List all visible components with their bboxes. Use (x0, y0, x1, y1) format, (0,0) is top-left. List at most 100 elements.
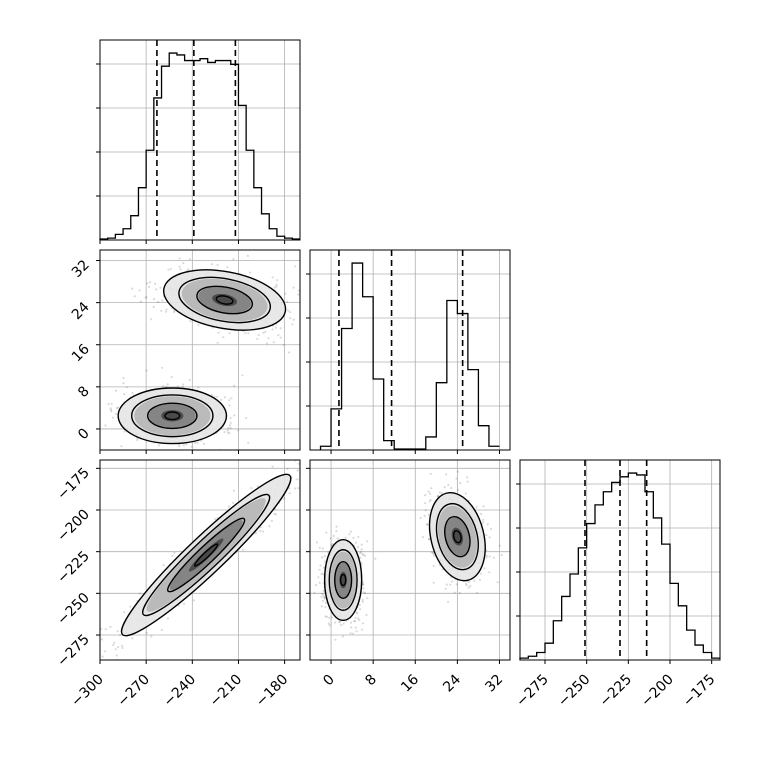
panel-02-cluster-0-point (256, 485, 259, 488)
panel-01-cluster-1-point (133, 295, 136, 298)
panel-12-cluster-1-point (447, 483, 450, 487)
panel-12-cluster-0-point (361, 600, 364, 603)
panel-01-cluster-0-point (228, 424, 231, 427)
panel-12-cluster-0-point (318, 546, 321, 549)
panel-12-cluster-0-point (363, 554, 366, 557)
panel-12-cluster-0-point (327, 622, 330, 625)
panel-12-cluster-0-point (374, 557, 377, 560)
panel-01-cluster-0-point (220, 398, 223, 401)
hist-2-bin-22 (703, 653, 711, 660)
panel-12-cluster-1-point (482, 505, 485, 508)
hist-0-bin-8 (162, 66, 170, 240)
panel-12-cluster-0-point (354, 616, 357, 620)
panel-01-cluster-1-point (146, 282, 149, 285)
panel-12-cluster-1-point (447, 600, 450, 603)
panel-01-cluster-1-point (154, 282, 157, 285)
panel-02-cluster-0-point (274, 513, 277, 516)
panel-01-cluster-0-point (136, 438, 139, 442)
panel-12-cluster-0-point (320, 592, 324, 595)
panel-12-cluster-0-point (348, 533, 351, 536)
panel-12-cluster-1-point (432, 581, 435, 584)
panel-02-cluster-0-contour-0 (193, 543, 219, 567)
panel-02-cluster-0-point (173, 551, 176, 555)
panel-12-cluster-0-point (329, 537, 332, 540)
panel-01-cluster-0-point (185, 443, 188, 446)
panel-01-cluster-1-point (149, 281, 152, 284)
panel-01-cluster-0-point (233, 384, 236, 387)
panel-01-cluster-1-point (157, 300, 160, 304)
panel-01-cluster-0-point (228, 399, 231, 402)
panel-01-cluster-0-point (110, 410, 113, 413)
panel-01-cluster-1-point (265, 342, 268, 345)
panel-12-cluster-1-point (485, 556, 488, 559)
panel-02-cluster-0-point (270, 519, 273, 523)
panel-02-cluster-0-point (288, 492, 291, 495)
panel-02-cluster-0-point (268, 525, 271, 528)
panel-02-cluster-0-point (104, 628, 107, 631)
panel-12-cluster-0-point (322, 589, 325, 593)
hist-0-bin-19 (246, 150, 254, 240)
panel-12-cluster-1-point (488, 536, 491, 539)
panel-12-cluster-1-point (429, 498, 432, 502)
panel-12-cluster-0-point (314, 584, 318, 587)
panel-01-cluster-1-point (222, 336, 225, 339)
panel-01-cluster-1-point (294, 265, 297, 268)
panel-01-cluster-1-point (289, 311, 292, 314)
scatter-panel-0-1 (96, 249, 301, 454)
panel-12-cluster-0-point (327, 551, 330, 554)
panel-01-cluster-1-point (139, 300, 143, 303)
panel-12-cluster-0-point (349, 621, 352, 624)
panel-12-cluster-1-point (451, 580, 454, 583)
panel-12-cluster-0-point (323, 560, 326, 563)
panel-12-cluster-0-point (353, 620, 356, 623)
histogram-panel-2 (516, 459, 721, 664)
panel-12-cluster-0-point (357, 617, 360, 620)
panel-12-cluster-1-point (423, 514, 426, 518)
panel-01-cluster-0-point (123, 430, 126, 433)
hist-2-bin-6 (570, 574, 578, 660)
hist-2-bin-20 (687, 630, 695, 660)
panel-02-cluster-0-point (296, 478, 299, 481)
panel-01-cluster-0-point (229, 421, 232, 424)
panel-01-cluster-0-point (176, 385, 179, 388)
panel-01-cluster-0-point (181, 385, 184, 388)
panel-02-cluster-0-point (117, 646, 120, 649)
panel-12-cluster-0-point (315, 541, 319, 544)
panel-12-cluster-1-point (432, 564, 435, 568)
panel-12-cluster-1-point (428, 538, 431, 541)
panel-12-cluster-1-point (430, 487, 433, 490)
panel-02-cluster-0-point (259, 529, 262, 533)
panel-12-cluster-1-point (432, 552, 435, 555)
hist-0-bin-21 (262, 214, 270, 240)
panel-12-cluster-0-point (338, 621, 341, 624)
panel-12-cluster-1-point (486, 523, 489, 526)
panel-01-cluster-1-point (279, 327, 282, 330)
panel-12-cluster-0-point (355, 611, 358, 614)
panel-01-cluster-1-point (173, 310, 176, 314)
panel-12-cluster-0-point (363, 592, 367, 595)
panel-02-cluster-0-point (297, 487, 300, 490)
panel-12-cluster-0-point (335, 530, 338, 533)
panel-01-cluster-0-point (227, 426, 230, 429)
hist-0-bin-15 (215, 61, 223, 240)
panel-01-cluster-0-point (110, 408, 113, 411)
panel-01-cluster-0-point (166, 383, 169, 386)
hist-2-bin-5 (562, 596, 570, 660)
panel-12-cluster-0-point (320, 605, 323, 608)
panel-12-cluster-1-point (444, 587, 447, 591)
panel-01-cluster-0-point (247, 441, 250, 444)
panel-01-cluster-1-point (131, 287, 134, 290)
panel-01-cluster-0-point (123, 393, 126, 396)
panel-01-cluster-1-point (264, 330, 267, 333)
panel-12-cluster-1-point (438, 491, 441, 494)
panel-01-cluster-0-contour-2 (130, 394, 214, 438)
panel-12-cluster-0-contour-1 (334, 560, 353, 600)
panel-01-cluster-1-point (167, 268, 170, 271)
panel-12-cluster-1-point (465, 584, 468, 587)
panel-12-cluster-0-point (361, 598, 364, 601)
panel-01-cluster-1-point (274, 326, 278, 329)
hist-1-bin-10 (426, 437, 437, 450)
panel-02-cluster-0-density-3 (188, 538, 224, 572)
panel-01-cluster-1-point (178, 257, 181, 260)
panel-12-cluster-1-point (450, 486, 453, 490)
